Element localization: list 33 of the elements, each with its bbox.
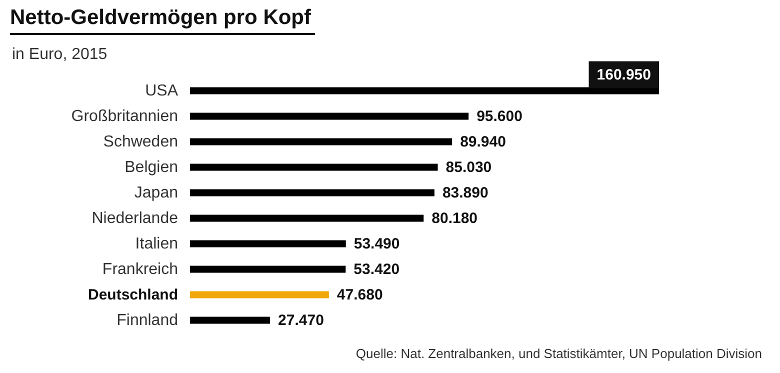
y-tick-label: Finnland bbox=[116, 312, 178, 329]
data-label: 27.470 bbox=[278, 312, 324, 329]
data-label: 160.950 bbox=[596, 66, 651, 84]
y-tick-label: Frankreich bbox=[102, 260, 178, 278]
y-tick-label: USA bbox=[145, 82, 178, 100]
data-label: 53.420 bbox=[354, 260, 400, 278]
y-tick-label: Belgien bbox=[124, 158, 178, 176]
data-label: 53.490 bbox=[354, 235, 400, 252]
data-label: 95.600 bbox=[476, 108, 522, 125]
bar bbox=[190, 189, 434, 196]
source-note: Quelle: Nat. Zentralbanken, und Statistikämter, UN Population Division bbox=[356, 346, 762, 361]
bar bbox=[190, 112, 469, 120]
y-tick-label: Italien bbox=[135, 235, 178, 252]
chart-title: Netto-Geldvermögen pro Kopf bbox=[10, 6, 316, 35]
y-tick-label: Schweden bbox=[103, 133, 178, 150]
bar bbox=[190, 87, 659, 94]
data-label: 80.180 bbox=[432, 210, 478, 227]
y-tick-label: Deutschland bbox=[88, 286, 178, 304]
data-label: 85.030 bbox=[446, 158, 492, 176]
y-tick-label: Großbritannien bbox=[71, 108, 178, 125]
bar bbox=[190, 240, 346, 248]
y-tick-label: Japan bbox=[134, 184, 178, 202]
data-label: 89.940 bbox=[460, 133, 506, 150]
bar bbox=[190, 291, 329, 298]
bar bbox=[190, 214, 424, 222]
text: in Euro, 2015 bbox=[12, 46, 108, 64]
bar bbox=[190, 316, 270, 324]
data-label: 47.680 bbox=[336, 286, 383, 304]
bar bbox=[190, 138, 452, 146]
bar bbox=[190, 266, 346, 273]
y-tick-label: Niederlande bbox=[92, 210, 178, 227]
data-label: 83.890 bbox=[442, 184, 488, 202]
bar bbox=[190, 164, 438, 171]
